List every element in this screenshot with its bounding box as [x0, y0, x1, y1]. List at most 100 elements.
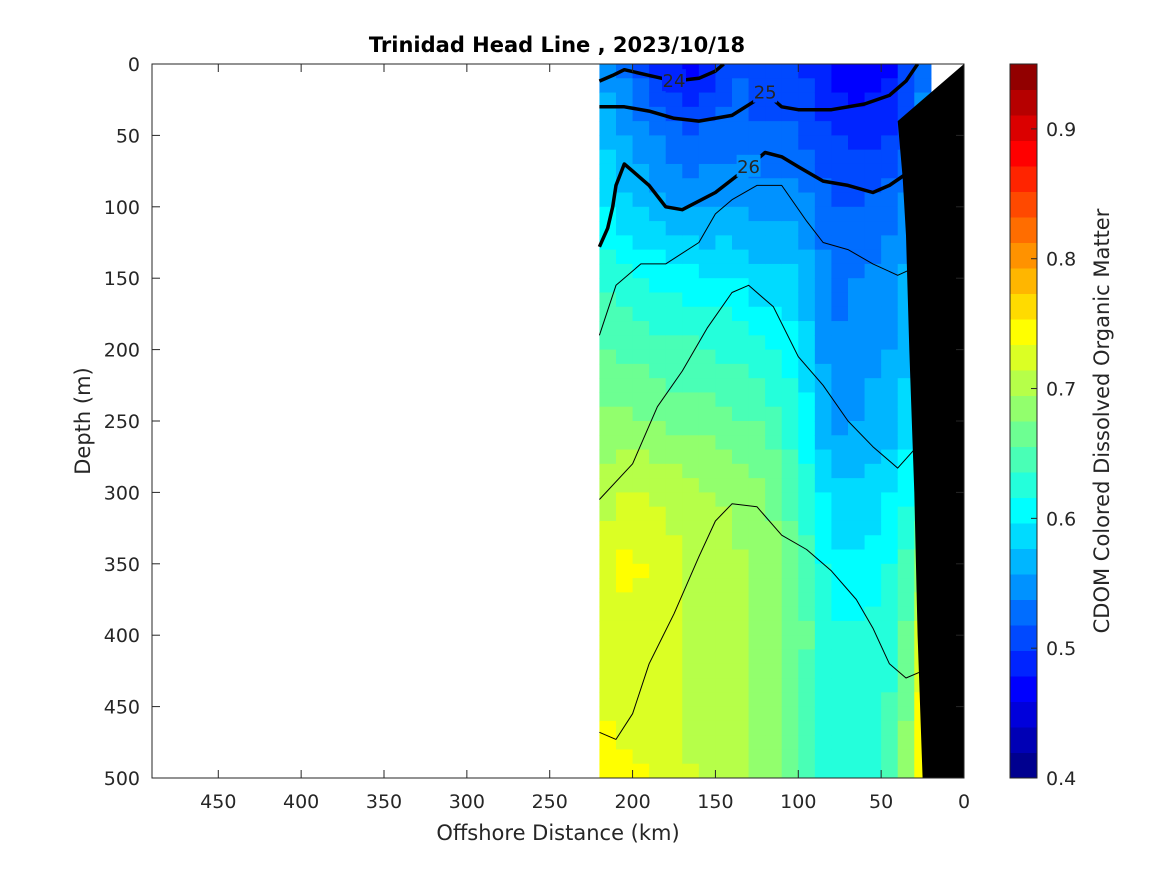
heatmap-cell	[649, 749, 667, 765]
heatmap-cell	[881, 592, 899, 608]
colorbar-label: CDOM Colored Dissolved Organic Matter	[1090, 208, 1114, 633]
heatmap-cell	[632, 492, 650, 508]
heatmap-cell	[831, 535, 849, 551]
heatmap-cell	[864, 478, 882, 493]
heatmap-cell	[715, 535, 733, 551]
heatmap-cell	[616, 263, 634, 279]
heatmap-cell	[665, 278, 683, 294]
heatmap-cell	[848, 635, 866, 651]
heatmap-cell	[798, 663, 816, 679]
heatmap-cell	[748, 349, 766, 365]
heatmap-cell	[682, 221, 700, 236]
heatmap-cell	[848, 692, 866, 708]
heatmap-cell	[864, 435, 882, 451]
heatmap-cell	[798, 64, 816, 79]
heatmap-cell	[732, 578, 750, 593]
heatmap-cell	[864, 549, 882, 565]
heatmap-cell	[698, 735, 717, 751]
heatmap-cell	[848, 349, 866, 365]
heatmap-cell	[616, 706, 634, 722]
heatmap-cell	[864, 735, 882, 751]
heatmap-cell	[748, 292, 766, 308]
heatmap-cell	[682, 635, 700, 651]
heatmap-cell	[732, 449, 750, 465]
heatmap-cell	[831, 763, 849, 778]
heatmap-cell	[897, 535, 915, 551]
heatmap-cell	[616, 678, 634, 693]
heatmap-cell	[698, 435, 717, 451]
heatmap-cell	[798, 678, 816, 693]
heatmap-cell	[649, 663, 667, 679]
heatmap-cell	[765, 421, 783, 436]
heatmap-cell	[616, 735, 634, 751]
heatmap-cell	[616, 492, 634, 508]
heatmap-cell	[599, 506, 617, 522]
heatmap-cell	[798, 620, 816, 636]
heatmap-cell	[616, 478, 634, 493]
heatmap-cell	[765, 678, 783, 693]
heatmap-cell	[665, 549, 683, 565]
heatmap-cell	[881, 121, 899, 136]
heatmap-cell	[649, 121, 667, 136]
heatmap-cell	[765, 635, 783, 651]
heatmap-cell	[649, 278, 667, 294]
heatmap-cell	[715, 321, 733, 336]
heatmap-cell	[765, 749, 783, 765]
heatmap-cell	[715, 64, 733, 79]
heatmap-cell	[665, 749, 683, 765]
heatmap-cell	[715, 163, 733, 179]
heatmap-cell	[831, 335, 849, 351]
heatmap-cell	[765, 449, 783, 465]
heatmap-cell	[864, 192, 882, 208]
heatmap-cell	[599, 578, 617, 593]
heatmap-cell	[814, 720, 833, 736]
heatmap-cell	[732, 406, 750, 422]
heatmap-cell	[864, 335, 882, 351]
heatmap-cell	[864, 321, 882, 336]
heatmap-cell	[765, 135, 783, 151]
heatmap-cell	[599, 278, 617, 294]
heatmap-cell	[732, 592, 750, 608]
y-tick-label: 200	[104, 340, 140, 362]
heatmap-cell	[616, 106, 634, 122]
heatmap-cell	[798, 592, 816, 608]
heatmap-cell	[798, 292, 816, 308]
heatmap-cell	[682, 263, 700, 279]
heatmap-cell	[798, 706, 816, 722]
heatmap-cell	[781, 78, 799, 94]
heatmap-cell	[781, 749, 799, 765]
heatmap-cell	[715, 620, 733, 636]
heatmap-cell	[814, 763, 833, 778]
heatmap-cell	[649, 435, 667, 451]
heatmap-cell	[831, 735, 849, 751]
heatmap-cell	[831, 192, 849, 208]
heatmap-cell	[715, 506, 733, 522]
heatmap-cell	[848, 163, 866, 179]
heatmap-cell	[698, 706, 717, 722]
heatmap-cell	[798, 392, 816, 408]
heatmap-cell	[897, 506, 915, 522]
heatmap-cell	[864, 392, 882, 408]
heatmap-cell	[831, 463, 849, 479]
heatmap-cell	[748, 678, 766, 693]
heatmap-cell	[698, 763, 717, 778]
heatmap-cell	[632, 406, 650, 422]
heatmap-cell	[632, 763, 650, 778]
heatmap-cell	[665, 720, 683, 736]
heatmap-cell	[765, 64, 783, 79]
heatmap-cell	[881, 64, 899, 79]
heatmap-cell	[665, 506, 683, 522]
heatmap-cell	[715, 649, 733, 665]
colorbar-segment	[1010, 497, 1037, 524]
colorbar-segment	[1010, 344, 1037, 371]
heatmap-cell	[665, 563, 683, 579]
heatmap-cell	[881, 149, 899, 165]
heatmap-cell	[848, 535, 866, 551]
heatmap-cell	[798, 363, 816, 379]
heatmap-cell	[649, 163, 667, 179]
heatmap-cell	[881, 635, 899, 651]
heatmap-cell	[814, 535, 833, 551]
heatmap-cell	[698, 563, 717, 579]
heatmap-cell	[765, 263, 783, 279]
heatmap-cell	[732, 678, 750, 693]
